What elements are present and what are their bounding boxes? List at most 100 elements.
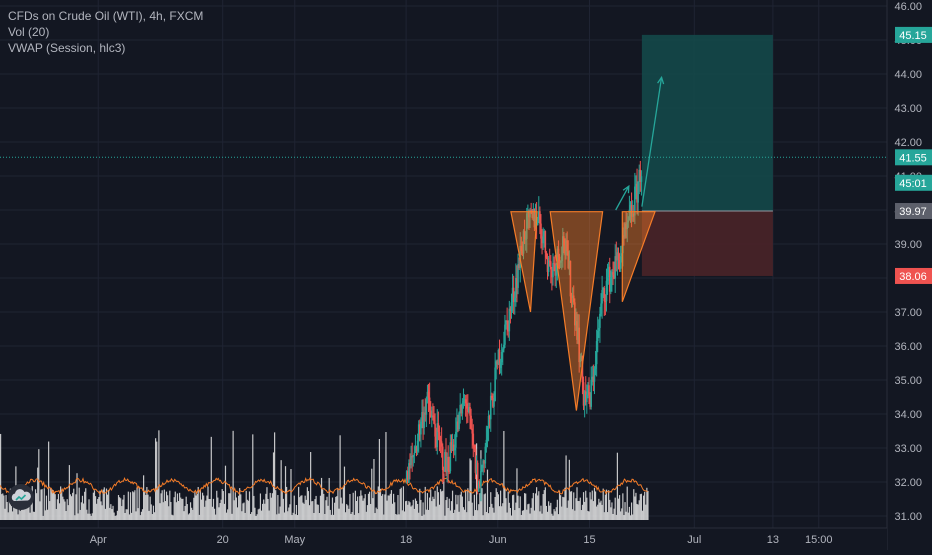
volume-bar — [437, 492, 439, 520]
volume-bar — [101, 505, 103, 520]
candle-body — [410, 456, 412, 466]
volume-bar — [465, 490, 467, 520]
volume-bar — [183, 511, 185, 520]
volume-bar — [483, 494, 485, 520]
volume-bar — [74, 515, 76, 520]
volume-bar — [10, 505, 13, 520]
candle-body — [540, 223, 542, 239]
volume-bar — [502, 503, 504, 520]
volume-bar — [543, 490, 545, 520]
volume-bar — [455, 494, 457, 520]
volume-bar — [519, 496, 521, 520]
volume-bar — [104, 508, 106, 520]
candle-body — [494, 367, 496, 402]
volume-bar — [479, 493, 481, 520]
candle-body — [417, 424, 420, 441]
tradingview-cloud-icon[interactable] — [8, 484, 34, 510]
head-and-shoulders-pattern[interactable] — [510, 211, 656, 411]
volume-bar — [198, 514, 200, 520]
volume-bar — [163, 489, 165, 520]
candle-body — [431, 415, 433, 418]
candle-body — [551, 269, 553, 278]
volume-bar — [443, 473, 445, 520]
target-price-text: 45.15 — [899, 30, 927, 42]
candle-body — [639, 169, 642, 182]
arrows[interactable] — [615, 75, 665, 211]
volume-bar — [385, 432, 387, 520]
short-arrow — [615, 185, 630, 211]
volume-bar — [432, 496, 434, 520]
volume-bar — [136, 487, 138, 520]
volume-bar — [550, 502, 552, 520]
volume-bar — [179, 492, 181, 520]
volume-bar — [625, 511, 627, 520]
candle-body — [432, 415, 434, 417]
vwap-indicator-label[interactable]: VWAP (Session, hlc3) — [8, 41, 126, 55]
volume-bar — [446, 496, 448, 520]
volume-bar — [487, 513, 490, 520]
volume-bar — [498, 506, 501, 520]
volume-bar — [387, 495, 389, 520]
price-axis[interactable]: 31.0032.0033.0034.0035.0036.0037.0038.00… — [886, 0, 932, 550]
candle-body — [542, 236, 544, 244]
volume-bar — [161, 490, 163, 520]
candle-body — [508, 308, 511, 332]
volume-bar — [283, 512, 286, 520]
volume-bar — [634, 496, 636, 520]
volume-bar — [102, 489, 104, 520]
candle-body — [607, 266, 610, 278]
volume-bar — [363, 498, 365, 520]
candle-body — [565, 240, 567, 256]
volume-bar — [279, 506, 281, 520]
volume-bar — [70, 496, 73, 520]
volume-bar — [270, 497, 272, 520]
volume-bar — [251, 512, 253, 520]
volume-bar — [434, 490, 436, 520]
volume-bar — [43, 488, 45, 520]
volume-bar — [588, 511, 590, 520]
volume-bar — [143, 475, 145, 520]
volume-bar — [92, 492, 94, 520]
volume-bar — [109, 507, 111, 520]
volume-bar — [391, 503, 394, 520]
candle-body — [467, 408, 469, 413]
candle-body — [550, 261, 552, 270]
volume-bar — [450, 501, 453, 520]
volume-bar — [566, 507, 568, 520]
candle-body — [489, 395, 492, 420]
volume-bar — [526, 509, 528, 520]
volume-bars — [0, 430, 649, 520]
volume-bar — [36, 493, 38, 520]
volume-bar — [457, 495, 459, 520]
volume-bar — [424, 486, 426, 520]
candle-body — [456, 421, 458, 432]
volume-bar — [444, 515, 446, 520]
volume-bar — [316, 504, 318, 520]
candle-body — [505, 320, 507, 325]
volume-bar — [278, 513, 280, 520]
volume-bar — [33, 511, 36, 520]
time-axis[interactable]: Apr 20 May 18 Jun 15 Jul 13 15:00 — [0, 527, 887, 550]
long-position-tool[interactable] — [0, 34, 887, 276]
volume-bar — [42, 515, 44, 520]
volume-bar — [27, 498, 29, 520]
volume-bar — [184, 505, 186, 520]
volume-bar — [144, 491, 146, 520]
volume-bar — [237, 495, 240, 520]
volume-indicator-label[interactable]: Vol (20) — [8, 25, 50, 39]
volume-bar — [116, 510, 119, 520]
candle-body — [536, 220, 539, 226]
volume-bar — [62, 496, 64, 520]
symbol-title[interactable]: CFDs on Crude Oil (WTI), 4h, FXCM — [8, 9, 204, 23]
candle-body — [470, 415, 472, 429]
volume-bar — [65, 511, 67, 520]
volume-bar — [474, 510, 477, 520]
volume-bar — [73, 488, 75, 520]
volume-bar — [265, 493, 267, 520]
candle-body — [491, 395, 493, 398]
volume-bar — [613, 508, 615, 520]
candle-body — [447, 456, 449, 471]
volume-bar — [514, 510, 516, 520]
